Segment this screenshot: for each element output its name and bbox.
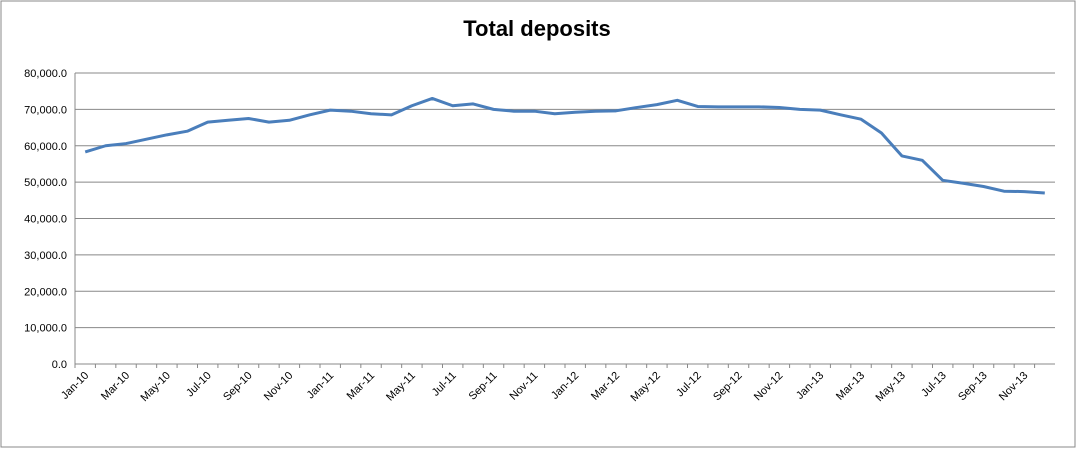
y-tick-label: 20,000.0 <box>24 286 67 298</box>
y-tick-label: 60,000.0 <box>24 141 67 153</box>
line-series <box>84 96 1045 195</box>
chart-title: Total deposits <box>463 16 611 41</box>
y-tick-label: 10,000.0 <box>24 323 67 335</box>
y-tick-label: 70,000.0 <box>24 104 67 116</box>
y-tick-label: 50,000.0 <box>24 177 67 189</box>
y-tick-label: 80,000.0 <box>24 68 67 80</box>
y-tick-label: 0.0 <box>52 359 67 371</box>
y-tick-label: 40,000.0 <box>24 214 67 226</box>
y-tick-label: 30,000.0 <box>24 250 67 262</box>
